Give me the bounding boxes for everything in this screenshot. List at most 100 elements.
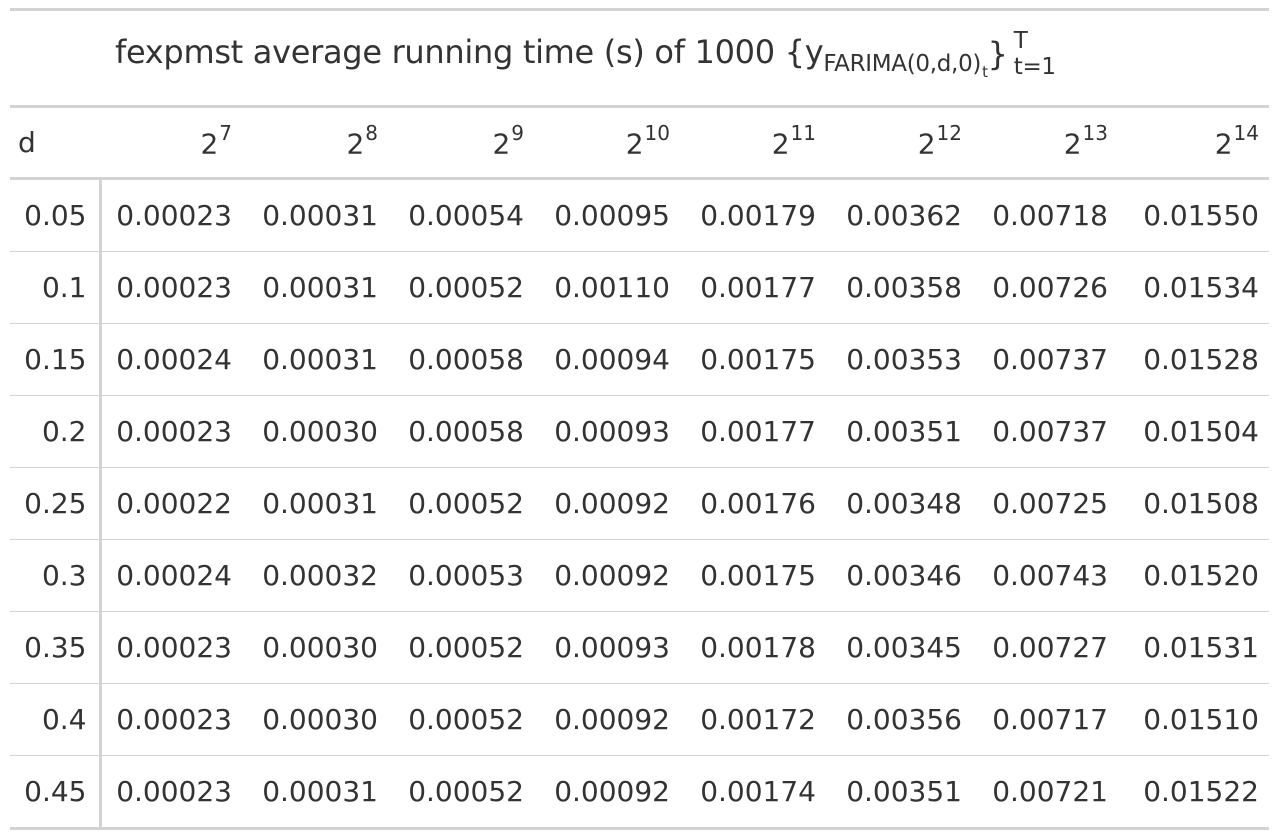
table-cell: 0.00052	[388, 755, 534, 830]
table-cell: 0.01531	[1118, 611, 1269, 684]
table-cell: 0.00721	[972, 755, 1118, 830]
table-row: 0.25 0.00022 0.00031 0.00052 0.00092 0.00176 0…	[10, 467, 1269, 540]
table-cell: 0.00031	[242, 323, 388, 396]
table-cell: 0.00022	[100, 467, 242, 540]
table-cell: 0.00058	[388, 323, 534, 396]
table-cell: 0.00348	[826, 467, 972, 540]
table-cell: 0.00023	[100, 395, 242, 468]
table-cell: 0.00058	[388, 395, 534, 468]
table-row: 0.4 0.00023 0.00030 0.00052 0.00092 0.00172 0.…	[10, 683, 1269, 756]
table-cell: 0.00023	[100, 178, 242, 252]
table-cell: 0.00052	[388, 683, 534, 756]
title-close-brace: }	[987, 35, 1008, 73]
table-cell: 0.01528	[1118, 323, 1269, 396]
table-cell: 0.00093	[534, 395, 680, 468]
column-header-exponent: 8	[365, 121, 378, 146]
table-cell: 0.00179	[680, 178, 826, 252]
table-cell: 0.00023	[100, 755, 242, 830]
title-lower-index: t=1	[1013, 54, 1056, 80]
table-cell: 0.00178	[680, 611, 826, 684]
title-prefix: fexpmst average running time (s) of 1000…	[115, 33, 824, 71]
table-cell: 0.00177	[680, 251, 826, 324]
table-cell: 0.00743	[972, 539, 1118, 612]
table-cell: 0.00023	[100, 251, 242, 324]
column-header: 27	[100, 108, 242, 180]
table-cell: 0.00053	[388, 539, 534, 612]
table-cell: 0.00031	[242, 755, 388, 830]
table-cell: 0.00024	[100, 323, 242, 396]
table-cell: 0.00345	[826, 611, 972, 684]
table-title-row: fexpmst average running time (s) of 1000…	[10, 11, 1269, 108]
table-cell: 0.00737	[972, 323, 1118, 396]
table-cell: 0.00095	[534, 178, 680, 252]
table-top-rule	[10, 8, 1269, 11]
table-row: 0.45 0.00023 0.00031 0.00052 0.00092 0.00174 0…	[10, 755, 1269, 830]
table-cell: 0.00177	[680, 395, 826, 468]
column-header-exponent: 12	[936, 121, 962, 146]
table-cell: 0.00031	[242, 467, 388, 540]
table-cell: 0.00092	[534, 467, 680, 540]
column-header: 211	[680, 108, 826, 180]
table-cell: 0.00030	[242, 395, 388, 468]
table-cell: 0.01522	[1118, 755, 1269, 830]
table-cell: 0.00174	[680, 755, 826, 830]
table-cell: 0.00093	[534, 611, 680, 684]
column-header-base: 2	[917, 127, 936, 161]
column-header: 210	[534, 108, 680, 180]
table-cell: 0.00358	[826, 251, 972, 324]
table-cell: 0.00175	[680, 323, 826, 396]
column-header-base: 2	[771, 127, 790, 161]
row-label-d: 0.25	[10, 467, 102, 540]
column-header-exponent: 7	[219, 121, 232, 146]
column-header: 29	[388, 108, 534, 180]
table-cell: 0.00094	[534, 323, 680, 396]
table-cell: 0.00092	[534, 539, 680, 612]
table-cell: 0.00362	[826, 178, 972, 252]
table-cell: 0.00351	[826, 395, 972, 468]
column-header-base: 2	[625, 127, 644, 161]
table-cell: 0.00110	[534, 251, 680, 324]
table-row: 0.15 0.00024 0.00031 0.00058 0.00094 0.00175 0…	[10, 323, 1269, 396]
table-row: 0.05 0.00023 0.00031 0.00054 0.00095 0.00179 0…	[10, 178, 1269, 252]
row-label-d: 0.1	[10, 251, 102, 324]
table-cell: 0.01550	[1118, 178, 1269, 252]
column-header: 212	[826, 108, 972, 180]
table-cell: 0.00176	[680, 467, 826, 540]
title-subscript: FARIMA(0,d,0)	[823, 51, 982, 77]
row-label-d: 0.4	[10, 683, 102, 756]
table-cell: 0.00052	[388, 611, 534, 684]
table-cell: 0.00725	[972, 467, 1118, 540]
row-label-d: 0.35	[10, 611, 102, 684]
table-cell: 0.00030	[242, 611, 388, 684]
table-cell: 0.00175	[680, 539, 826, 612]
table-cell: 0.00024	[100, 539, 242, 612]
title-superscript: T	[1013, 28, 1028, 54]
stub-header: d	[10, 108, 100, 180]
row-label-d: 0.2	[10, 395, 102, 468]
column-header-base: 2	[200, 127, 219, 161]
row-label-d: 0.15	[10, 323, 102, 396]
table-row: 0.2 0.00023 0.00030 0.00058 0.00093 0.00177 0.…	[10, 395, 1269, 468]
column-header-exponent: 11	[790, 121, 816, 146]
table-cell: 0.00727	[972, 611, 1118, 684]
table-cell: 0.01504	[1118, 395, 1269, 468]
table-cell: 0.00031	[242, 251, 388, 324]
title-subsubscript: t	[982, 63, 988, 81]
table-row: 0.3 0.00024 0.00032 0.00053 0.00092 0.00175 0.…	[10, 539, 1269, 612]
column-header: 28	[242, 108, 388, 180]
table-cell: 0.00052	[388, 251, 534, 324]
table-cell: 0.00031	[242, 178, 388, 252]
table-cell: 0.00346	[826, 539, 972, 612]
table-cell: 0.00052	[388, 467, 534, 540]
table-cell: 0.00726	[972, 251, 1118, 324]
results-table-container: fexpmst average running time (s) of 1000…	[10, 8, 1269, 830]
column-header-exponent: 10	[644, 121, 670, 146]
table-cell: 0.00023	[100, 683, 242, 756]
column-header: 214	[1118, 108, 1269, 180]
row-label-d: 0.45	[10, 755, 102, 830]
table-row: 0.35 0.00023 0.00030 0.00052 0.00093 0.00178 0…	[10, 611, 1269, 684]
column-header-exponent: 13	[1082, 121, 1108, 146]
table-cell: 0.00717	[972, 683, 1118, 756]
table-cell: 0.00092	[534, 683, 680, 756]
